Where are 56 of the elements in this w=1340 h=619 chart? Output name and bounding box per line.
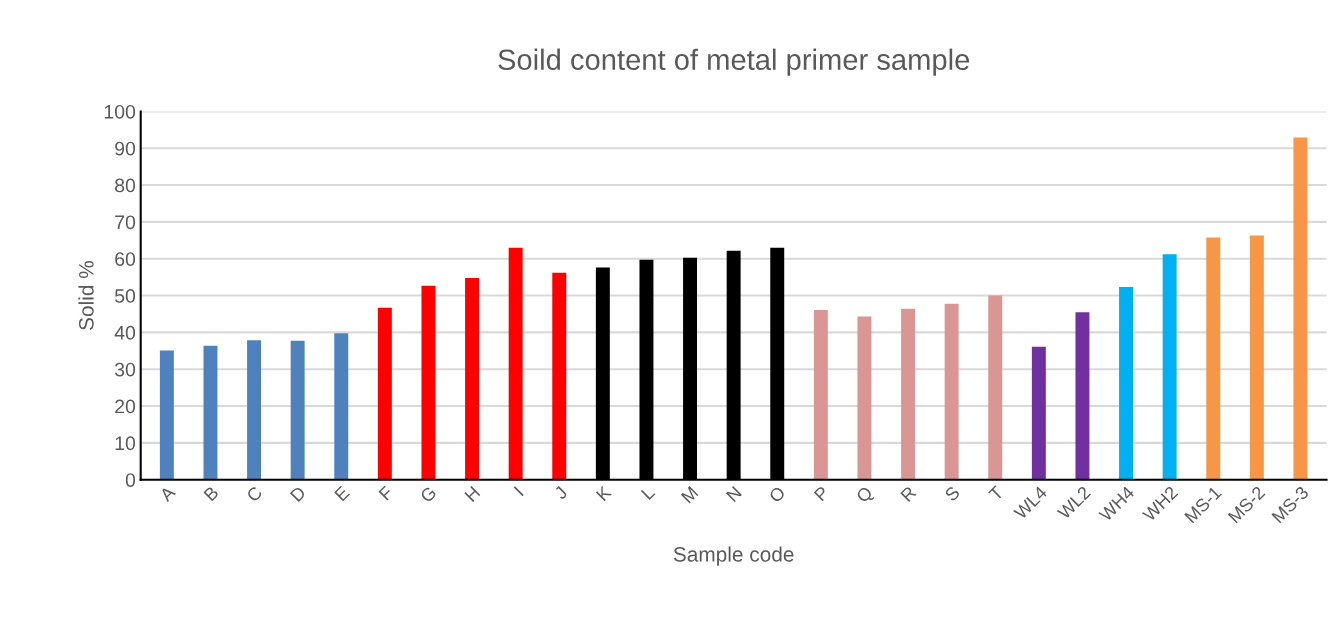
x-tick-label: M	[680, 486, 699, 504]
y-tick-label: 50	[114, 289, 136, 303]
bar	[203, 345, 218, 480]
y-tick-label: 90	[115, 141, 136, 156]
x-tick-label: C	[245, 485, 263, 503]
bar	[857, 316, 872, 480]
y-tick-label: 20	[115, 399, 136, 414]
y-tick-label: 40	[114, 325, 136, 340]
x-tick-label: O	[768, 485, 787, 504]
bar	[465, 277, 480, 480]
bar	[421, 285, 436, 480]
y-tick-label: 0	[125, 473, 136, 487]
x-tick-label: B	[203, 485, 220, 502]
bar	[1075, 312, 1090, 480]
bar	[552, 272, 567, 480]
chart-title: Soild content of metal primer sample	[498, 48, 970, 76]
x-tick-label: T	[988, 485, 1005, 502]
bar	[1119, 287, 1134, 480]
bar	[1031, 346, 1046, 480]
x-tick-label: R	[900, 485, 917, 503]
y-tick-label: 30	[114, 362, 136, 377]
bar	[377, 307, 392, 480]
y-axis-title: Solid %	[78, 260, 94, 330]
x-axis-title: Sample code	[673, 546, 794, 566]
bar	[1206, 237, 1221, 480]
bar	[813, 309, 828, 480]
bar	[944, 303, 959, 480]
y-tick-label: 70	[115, 215, 136, 230]
x-tick-label: L	[640, 485, 656, 500]
x-tick-label: K	[595, 485, 612, 502]
x-tick-label: P	[813, 485, 830, 502]
x-tick-label: N	[725, 486, 742, 503]
bar	[290, 340, 305, 480]
x-tick-label: S	[944, 485, 961, 502]
bar	[159, 350, 174, 480]
x-tick-label: H	[464, 486, 481, 503]
bar	[508, 247, 523, 480]
bar	[988, 295, 1003, 480]
x-tick-label: A	[158, 485, 177, 503]
bar	[1293, 137, 1308, 480]
bar	[1249, 235, 1264, 480]
x-tick-label: Q	[855, 485, 876, 506]
y-tick-label: 80	[115, 178, 136, 193]
y-tick-label: 10	[115, 436, 136, 451]
y-tick-label: 60	[115, 252, 136, 266]
x-tick-label: J	[553, 486, 568, 501]
bar	[334, 333, 349, 480]
x-tick-label: F	[378, 485, 394, 501]
x-tick-label: D	[289, 485, 307, 503]
x-tick-label: E	[334, 485, 350, 502]
bar	[1162, 254, 1177, 480]
y-tick-label: 100	[104, 104, 136, 119]
bar	[247, 340, 262, 480]
x-tick-label: G	[419, 485, 437, 504]
bar	[901, 308, 916, 480]
x-tick-label: I	[513, 486, 524, 497]
